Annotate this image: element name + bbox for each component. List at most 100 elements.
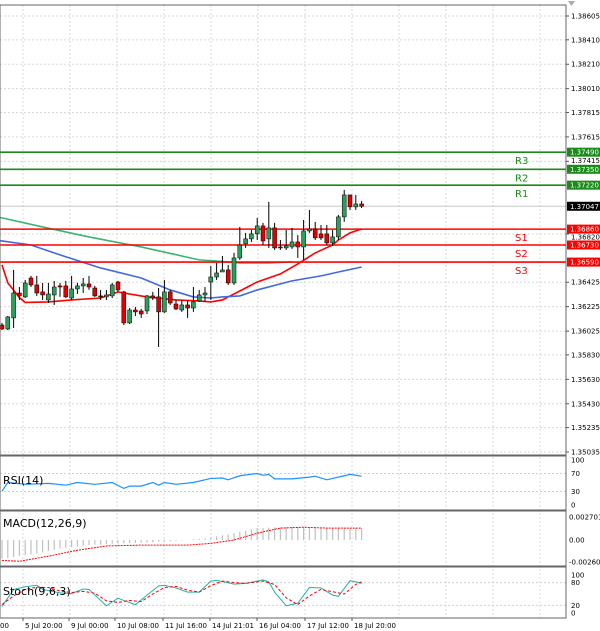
candle [156, 287, 161, 347]
candle [260, 222, 266, 245]
y-tick-label: 1.37815 [571, 109, 600, 117]
pivot-price-label: 1.36860 [570, 226, 599, 234]
candle-body-bullish [341, 194, 347, 218]
candle-body-bullish [353, 203, 359, 208]
panel-frame [0, 510, 567, 567]
pivot-label-s2: S2 [515, 249, 528, 260]
candle-body-bearish [278, 246, 283, 249]
candle [46, 282, 51, 304]
candle [51, 280, 57, 305]
panel-frame [0, 4, 567, 456]
candle-body-bullish [330, 236, 335, 244]
candle-body-bearish [156, 296, 161, 313]
candle-body-bearish [272, 227, 277, 249]
x-tick-label: 10 Jul 08:00 [117, 622, 159, 630]
moving-average-line [0, 239, 362, 299]
candle-body-bullish [301, 230, 306, 248]
moving-average-line [0, 216, 293, 264]
panel-frame [0, 455, 567, 511]
candle-body-bullish [220, 269, 225, 273]
candle [202, 287, 208, 302]
candle-body-bearish [17, 292, 22, 297]
candle [22, 279, 28, 298]
y-tick-label: 1.35235 [571, 424, 600, 432]
y-tick-label: 1.35630 [571, 376, 600, 384]
candle [278, 239, 283, 250]
candle [0, 322, 5, 330]
x-tick-label: 11 Jul 16:00 [165, 622, 207, 630]
x-tick-label: 18 Jul 20:00 [354, 622, 396, 630]
x-tick-label: 17 Jul 12:00 [307, 622, 349, 630]
panel-frames [0, 1, 575, 619]
macd-tick-label: -0.002608 [569, 559, 600, 567]
candle [34, 275, 40, 296]
y-tick-label: 1.37415 [571, 157, 600, 165]
candle [225, 264, 231, 285]
candle-body-bullish [109, 284, 115, 297]
candle-body-bearish [133, 309, 138, 313]
candle-body-bearish [28, 277, 34, 286]
candle [266, 201, 272, 248]
pivot-price-box [567, 180, 600, 190]
candle-body-bullish [208, 276, 214, 283]
candle-body-bearish [347, 194, 353, 208]
candle [11, 269, 16, 328]
candle-body-bearish [312, 228, 318, 239]
candle [220, 255, 225, 273]
candle-body-bullish [179, 304, 185, 311]
candle [295, 234, 301, 258]
candle-body-bullish [5, 316, 11, 330]
candle-body-bullish [51, 286, 57, 296]
pivot-lines: R3 R2 R1 S1 S2 S3 [0, 151, 566, 277]
pivot-price-label: 1.37220 [570, 182, 599, 190]
pivot-price-label: 1.36730 [570, 241, 599, 249]
pivot-price-box [567, 257, 600, 267]
y-tick-label: 1.38410 [571, 36, 600, 44]
candle-body-bullish [202, 292, 208, 296]
candle [214, 262, 219, 280]
candle [231, 252, 237, 285]
pivot-label-r3: R3 [515, 156, 528, 167]
candle-body-bearish [167, 291, 173, 304]
candle-body-bearish [359, 203, 364, 207]
scroll-marker-icon [568, 1, 575, 6]
candle [359, 200, 364, 208]
y-tick-label: 1.35830 [571, 351, 600, 359]
candle [289, 227, 295, 249]
y-tick-label: 1.35430 [571, 400, 600, 408]
candle-body-bullish [249, 233, 254, 240]
candle-body-bearish [295, 241, 301, 248]
stoch-title: Stoch(9,6,3) [3, 585, 71, 598]
stoch-tick-label: 80 [571, 579, 580, 587]
candle-body-bullish [104, 294, 109, 298]
candle [353, 194, 359, 210]
candle [173, 299, 179, 310]
rsi-tick-label: 100 [571, 457, 584, 465]
candle-body-bearish [185, 304, 190, 309]
candle [196, 289, 202, 302]
y-tick-label: 1.36820 [571, 234, 600, 242]
candle [138, 308, 144, 318]
y-tick-label: 1.36425 [571, 279, 600, 287]
candle [150, 291, 156, 300]
candle-body-bullish [289, 241, 295, 248]
candle-body-bullish [46, 293, 51, 301]
candle [104, 289, 109, 300]
candle [312, 221, 318, 240]
macd-tick-label: 0.002701 [569, 514, 600, 522]
candle [179, 299, 185, 312]
pivot-label-s1: S1 [515, 233, 528, 244]
candle-body-bearish [260, 225, 266, 242]
candle-body-bullish [75, 285, 80, 290]
current-price-box [567, 201, 600, 211]
candle [283, 229, 289, 250]
y-tick-label: 1.38210 [571, 61, 600, 69]
candle [69, 275, 74, 300]
rsi-tick-label: 30 [571, 488, 580, 496]
x-tick-label: 14 Jul 21:01 [212, 622, 254, 630]
candle-body-bullish [307, 228, 312, 232]
candle [109, 282, 115, 298]
candle-body-bearish [57, 285, 63, 288]
pivot-label-s3: S3 [515, 266, 528, 277]
